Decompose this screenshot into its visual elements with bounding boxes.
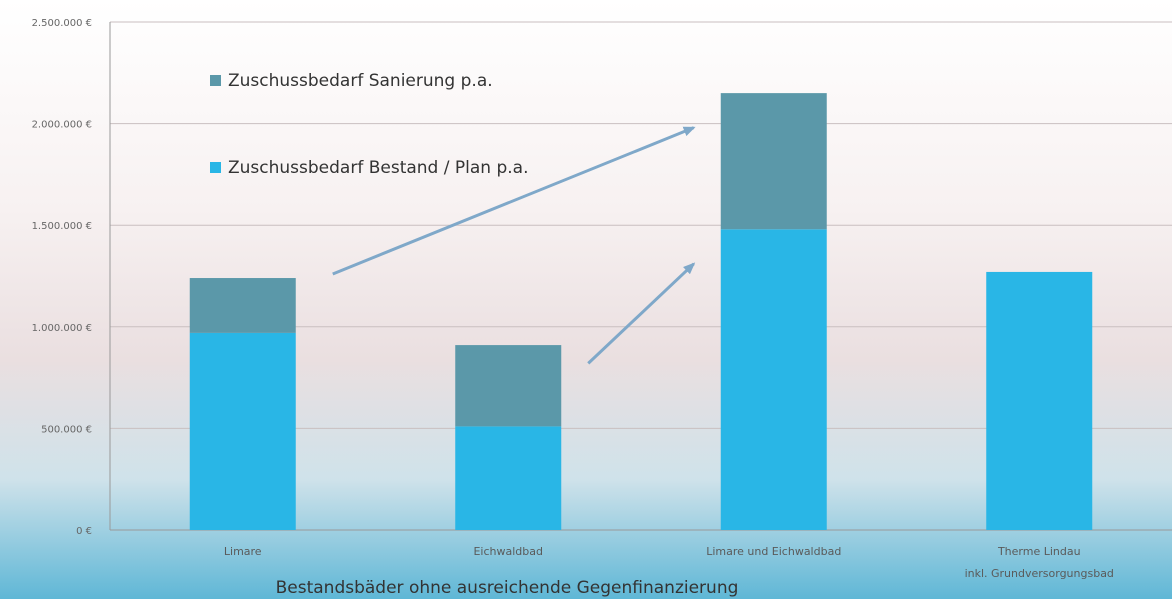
bar-segment xyxy=(189,278,296,333)
category-label: Limare und Eichwaldbad xyxy=(706,545,841,558)
category-label: Eichwaldbad xyxy=(473,545,543,558)
bar-segment xyxy=(455,345,562,427)
legend-label: Zuschussbedarf Bestand / Plan p.a. xyxy=(228,158,528,178)
annotation-arrows xyxy=(332,126,696,365)
y-tick-label: 1.500.000 € xyxy=(32,221,92,232)
bar-segment xyxy=(986,271,1093,530)
bar-segment xyxy=(455,426,562,530)
bar-segment xyxy=(720,229,827,530)
y-tick-label: 500.000 € xyxy=(41,424,92,435)
category-label: Therme Lindau inkl. Grundversorgungsbad xyxy=(965,545,1114,580)
x-axis-title: Bestandsbäder ohne ausreichende Gegenfin… xyxy=(276,578,739,598)
bars xyxy=(189,93,1093,530)
legend-swatch xyxy=(210,162,221,173)
category-label: Limare xyxy=(224,545,262,558)
y-tick-labels: 0 € 500.000 € 1.000.000 € 1.500.000 € 2.000.… xyxy=(32,18,92,537)
legend-label: Zuschussbedarf Sanierung p.a. xyxy=(228,71,493,91)
annotation-arrow xyxy=(587,262,696,365)
annotation-arrow xyxy=(332,126,696,276)
y-tick-label: 2.500.000 € xyxy=(32,18,92,29)
y-tick-label: 0 € xyxy=(76,526,92,537)
category-labels: Limare Eichwaldbad Limare und Eichwaldbad T… xyxy=(224,545,1114,580)
legend: Zuschussbedarf Sanierung p.a. Zuschussbed… xyxy=(210,71,528,178)
y-tick-label: 2.000.000 € xyxy=(32,120,92,131)
y-tick-label: 1.000.000 € xyxy=(32,323,92,334)
bar-segment xyxy=(189,332,296,530)
legend-swatch xyxy=(210,75,221,86)
bar-segment xyxy=(720,93,827,230)
